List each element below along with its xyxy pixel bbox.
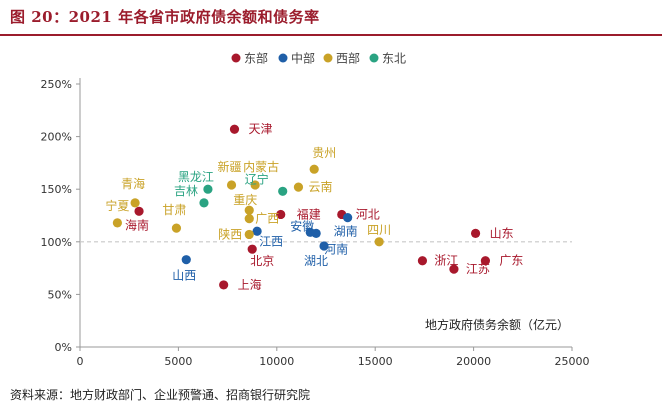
title-rule xyxy=(0,34,662,36)
point-label-广东: 广东 xyxy=(499,254,523,268)
legend-marker-东部 xyxy=(231,53,241,63)
point-label-辽宁: 辽宁 xyxy=(245,171,269,186)
point-label-浙江: 浙江 xyxy=(434,254,458,268)
legend-label: 东部 xyxy=(244,51,268,66)
data-point-湖南 xyxy=(343,213,353,223)
point-label-山西: 山西 xyxy=(172,269,196,283)
data-point-海南 xyxy=(134,206,144,216)
data-point-北京 xyxy=(247,244,257,254)
legend-label: 东北 xyxy=(382,52,406,66)
x-tick-label: 25000 xyxy=(555,355,590,368)
point-label-青海: 青海 xyxy=(121,176,145,191)
point-label-河北: 河北 xyxy=(356,207,380,221)
point-label-北京: 北京 xyxy=(250,254,274,268)
data-point-四川 xyxy=(374,237,384,247)
point-label-内蒙古: 内蒙古 xyxy=(243,159,279,174)
data-point-河南 xyxy=(311,228,321,238)
data-point-辽宁 xyxy=(278,186,288,196)
point-label-新疆: 新疆 xyxy=(218,159,242,174)
legend-marker-东北 xyxy=(369,53,379,63)
legend-label: 西部 xyxy=(336,51,360,66)
point-label-重庆: 重庆 xyxy=(233,193,257,207)
y-tick-label: 250% xyxy=(41,78,72,91)
data-point-江苏 xyxy=(449,264,459,274)
point-label-湖南: 湖南 xyxy=(334,224,358,239)
point-label-陕西: 陕西 xyxy=(218,226,242,241)
x-axis-title: 地方政府债务余额（亿元） xyxy=(425,317,569,332)
data-point-浙江 xyxy=(417,256,428,266)
x-tick-label: 5000 xyxy=(164,355,192,368)
point-label-上海: 上海 xyxy=(238,277,262,292)
point-label-江苏: 江苏 xyxy=(466,262,490,276)
data-point-黑龙江 xyxy=(203,184,213,194)
point-label-海南: 海南 xyxy=(125,217,149,232)
point-label-江西: 江西 xyxy=(259,234,283,248)
data-point-贵州 xyxy=(309,164,319,174)
source-note: 资料来源：地方财政部门、企业预警通、招商银行研究院 xyxy=(10,388,311,402)
x-tick-label: 10000 xyxy=(259,355,294,368)
point-label-黑龙江: 黑龙江 xyxy=(178,170,214,184)
y-tick-label: 0% xyxy=(55,341,72,354)
point-label-山东: 山东 xyxy=(490,226,514,240)
x-tick-label: 20000 xyxy=(456,355,491,368)
figure-title: 图 20：2021 年各省市政府债余额和债务率 xyxy=(10,8,320,26)
data-point-内蒙古 xyxy=(250,180,260,190)
point-label-福建: 福建 xyxy=(297,206,321,221)
data-point-吉林 xyxy=(199,198,209,208)
data-point-重庆 xyxy=(244,205,254,215)
data-point-广东 xyxy=(480,256,491,266)
point-label-云南: 云南 xyxy=(308,179,332,194)
data-point-山西 xyxy=(181,255,191,265)
data-point-甘肃 xyxy=(171,223,182,233)
data-point-湖北 xyxy=(319,241,329,251)
x-tick-label: 15000 xyxy=(358,355,393,368)
data-point-广西 xyxy=(244,214,254,224)
legend-label: 中部 xyxy=(291,51,315,66)
point-label-河南: 河南 xyxy=(324,241,348,256)
y-tick-label: 100% xyxy=(41,236,72,249)
data-point-福建 xyxy=(276,209,286,220)
point-label-安徽: 安徽 xyxy=(290,218,314,233)
point-label-天津: 天津 xyxy=(248,122,272,136)
legend-marker-中部 xyxy=(278,53,288,63)
point-label-四川: 四川 xyxy=(367,223,391,237)
data-point-云南 xyxy=(293,182,304,192)
data-point-新疆 xyxy=(226,180,237,190)
data-point-山东 xyxy=(470,228,481,238)
data-point-陕西 xyxy=(244,229,254,240)
data-point-青海 xyxy=(130,198,140,208)
data-point-宁夏 xyxy=(112,218,122,228)
point-label-吉林: 吉林 xyxy=(174,184,198,198)
y-tick-label: 50% xyxy=(48,288,72,301)
data-point-天津 xyxy=(229,124,240,134)
point-label-广西: 广西 xyxy=(255,212,279,226)
point-label-甘肃: 甘肃 xyxy=(162,203,186,217)
x-tick-label: 0 xyxy=(77,355,84,368)
point-label-贵州: 贵州 xyxy=(312,146,336,160)
data-point-上海 xyxy=(219,280,229,290)
data-point-江西 xyxy=(252,226,262,236)
legend-marker-西部 xyxy=(323,53,333,63)
y-tick-label: 150% xyxy=(41,183,72,196)
point-label-宁夏: 宁夏 xyxy=(105,198,129,213)
y-tick-label: 200% xyxy=(41,131,72,144)
point-label-湖北: 湖北 xyxy=(304,253,328,268)
